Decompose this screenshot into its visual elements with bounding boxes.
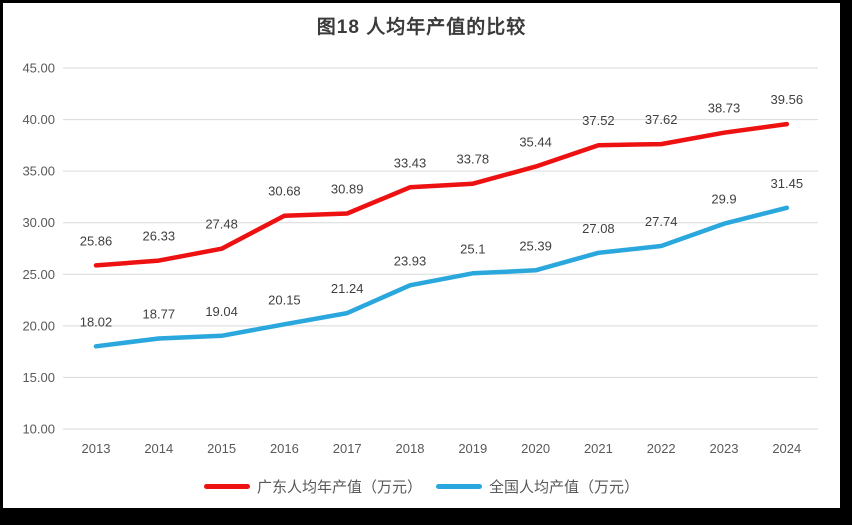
data-label-guangdong: 33.78 (457, 152, 490, 167)
x-axis-tick-label: 2022 (647, 441, 676, 456)
data-label-national: 20.15 (268, 292, 301, 307)
data-label-national: 18.02 (80, 314, 113, 329)
y-axis-tick-label: 20.00 (22, 318, 55, 333)
series-line-national[interactable] (93, 205, 790, 349)
data-label-guangdong: 25.86 (80, 233, 113, 248)
data-label-national: 23.93 (394, 253, 427, 268)
data-label-guangdong: 35.44 (519, 135, 552, 150)
x-axis-tick-label: 2015 (207, 441, 236, 456)
data-label-national: 27.74 (645, 214, 678, 229)
data-label-national: 25.39 (519, 238, 552, 253)
data-label-national: 29.9 (711, 192, 736, 207)
data-label-national: 27.08 (582, 221, 615, 236)
data-label-guangdong: 33.43 (394, 155, 427, 170)
data-label-national: 25.1 (460, 241, 485, 256)
data-label-national: 19.04 (205, 304, 238, 319)
x-axis-tick-label: 2017 (333, 441, 362, 456)
x-axis-tick-label: 2023 (710, 441, 739, 456)
data-label-guangdong: 37.62 (645, 112, 678, 127)
data-label-national: 21.24 (331, 281, 364, 296)
x-axis-tick-label: 2021 (584, 441, 613, 456)
data-label-national: 31.45 (771, 176, 804, 191)
data-label-guangdong: 27.48 (205, 217, 238, 232)
data-label-guangdong: 37.52 (582, 113, 615, 128)
data-label-guangdong: 30.89 (331, 182, 364, 197)
x-axis-tick-label: 2020 (521, 441, 550, 456)
series-line-guangdong[interactable] (93, 121, 790, 268)
legend-label-guangdong: 广东人均年产值（万元） (256, 478, 422, 496)
y-axis-tick-label: 15.00 (22, 370, 55, 385)
data-label-guangdong: 26.33 (143, 229, 176, 244)
legend-label-national: 全国人均产值（万元） (489, 478, 640, 496)
x-axis-tick-label: 2018 (396, 441, 425, 456)
y-axis-tick-label: 35.00 (22, 164, 55, 179)
chart-title: 图18 人均年产值的比较 (316, 17, 527, 38)
x-axis-tick-label: 2024 (772, 441, 801, 456)
x-axis-tick-label: 2019 (458, 441, 487, 456)
legend-line-swatch-blue (436, 483, 482, 489)
data-label-guangdong: 39.56 (771, 92, 804, 107)
y-axis-tick-label: 45.00 (22, 61, 55, 76)
data-label-national: 18.77 (143, 307, 176, 322)
y-axis-tick-label: 10.00 (22, 422, 55, 437)
y-axis-tick-label: 30.00 (22, 215, 55, 230)
chart-legend: 广东人均年产值（万元） 全国人均产值（万元） (3, 474, 840, 498)
legend-line-swatch-red (203, 483, 250, 489)
y-axis-tick-label: 40.00 (22, 112, 55, 127)
data-label-guangdong: 30.68 (268, 184, 301, 199)
y-axis-tick-label: 25.00 (22, 267, 55, 282)
chart-canvas: 10.00 15.00 20.00 25.00 30.00 35.00 40.00 45.00… (3, 3, 840, 508)
legend-item-national[interactable]: 全国人均产值（万元） (436, 476, 639, 497)
legend-item-guangdong[interactable]: 广东人均年产值（万元） (203, 476, 422, 497)
x-axis-tick-label: 2016 (270, 441, 299, 456)
x-axis-tick-label: 2013 (82, 441, 111, 456)
line-chart-plot: 10.00 15.00 20.00 25.00 30.00 35.00 40.00 45.00… (22, 61, 818, 456)
data-label-guangdong: 38.73 (708, 101, 741, 116)
x-axis-tick-label: 2014 (144, 441, 173, 456)
